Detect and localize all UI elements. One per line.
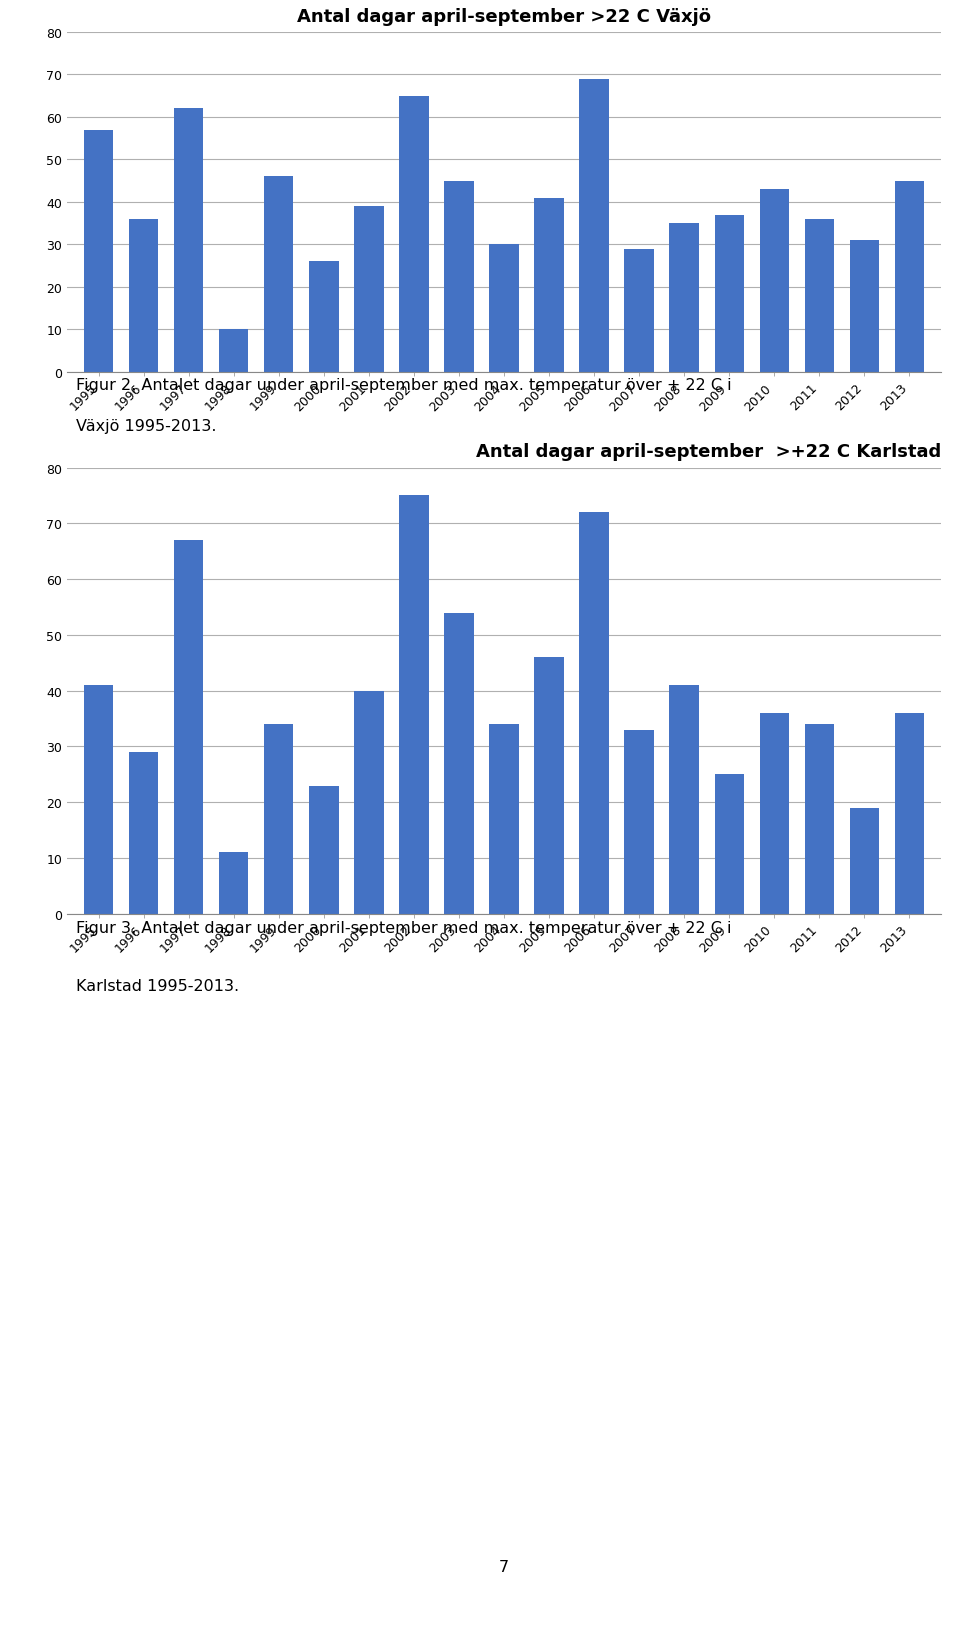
Bar — [129, 753, 158, 915]
Text: Växjö 1995-2013.: Växjö 1995-2013. — [76, 419, 216, 433]
Bar — [669, 224, 699, 372]
Bar — [759, 190, 789, 372]
Bar — [850, 808, 879, 915]
Bar — [174, 109, 204, 372]
Bar — [129, 219, 158, 372]
Bar — [264, 178, 294, 372]
Bar — [759, 714, 789, 915]
Bar — [219, 854, 249, 915]
Bar — [490, 246, 518, 372]
Bar — [850, 241, 879, 372]
Bar — [804, 219, 834, 372]
Bar — [444, 613, 473, 915]
Bar — [535, 199, 564, 372]
Bar — [84, 686, 113, 915]
Bar — [399, 97, 428, 372]
Bar — [580, 79, 609, 372]
Bar — [174, 541, 204, 915]
Bar — [399, 496, 428, 915]
Bar — [714, 216, 744, 372]
Text: Karlstad 1995-2013.: Karlstad 1995-2013. — [76, 979, 239, 994]
Title: Antal dagar april-september >22 C Växjö: Antal dagar april-september >22 C Växjö — [297, 8, 711, 26]
Bar — [624, 249, 654, 372]
Bar — [490, 725, 518, 915]
Text: Figur 2. Antalet dagar under april-september med max. temperatur över + 22 C i: Figur 2. Antalet dagar under april-septe… — [76, 377, 732, 392]
Text: Figur 3. Antalet dagar under april-september med max. temperatur över + 22 C i: Figur 3. Antalet dagar under april-septe… — [76, 920, 732, 934]
Bar — [309, 786, 339, 915]
Bar — [309, 262, 339, 372]
Bar — [535, 658, 564, 915]
Bar — [669, 686, 699, 915]
Bar — [84, 130, 113, 372]
Text: Antal dagar april-september  >+22 C Karlstad: Antal dagar april-september >+22 C Karls… — [475, 443, 941, 461]
Bar — [580, 513, 609, 915]
Bar — [354, 208, 384, 372]
Bar — [444, 181, 473, 372]
Bar — [219, 330, 249, 372]
Bar — [804, 725, 834, 915]
Bar — [895, 714, 924, 915]
Text: 7: 7 — [499, 1559, 509, 1574]
Bar — [354, 691, 384, 915]
Bar — [264, 725, 294, 915]
Bar — [624, 730, 654, 915]
Bar — [714, 775, 744, 915]
Bar — [895, 181, 924, 372]
